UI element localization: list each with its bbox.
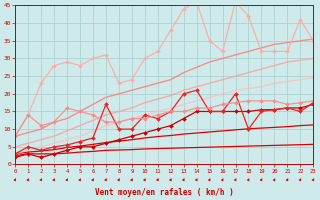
- X-axis label: Vent moyen/en rafales ( km/h ): Vent moyen/en rafales ( km/h ): [95, 188, 234, 197]
